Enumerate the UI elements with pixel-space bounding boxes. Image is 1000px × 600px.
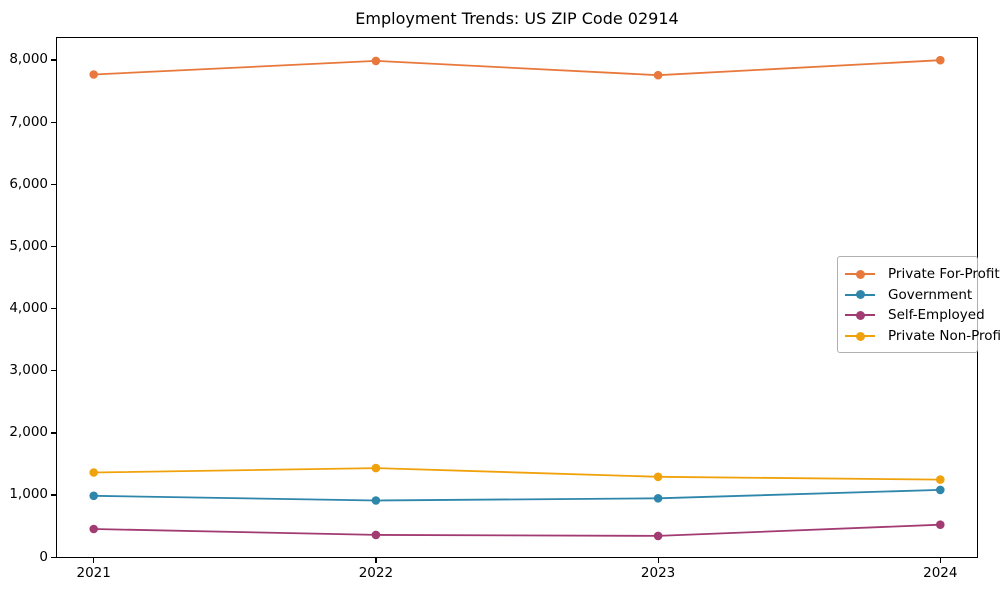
data-point-government: [371, 496, 381, 505]
data-point-government: [89, 491, 98, 501]
series-line-government: [93, 489, 941, 502]
chart-title: Employment Trends: US ZIP Code 02914: [355, 9, 679, 28]
data-point-private-for-profit: [89, 70, 98, 79]
y-axis-tick: [51, 370, 56, 372]
legend-dot-icon: [855, 331, 865, 341]
data-point-self-employed: [89, 524, 98, 534]
series-line-private-non-profit: [93, 467, 941, 481]
data-point-government: [653, 494, 663, 503]
data-point-private-for-profit: [371, 56, 381, 66]
x-axis-tick-label: 2023: [640, 565, 676, 581]
y-axis-tick: [51, 494, 56, 496]
y-axis-tick-label: 0: [39, 548, 48, 565]
legend-dot-icon: [855, 310, 865, 320]
legend-dot-icon: [855, 269, 865, 279]
legend-line-marker-icon: [845, 331, 875, 341]
data-point-private-non-profit: [936, 475, 945, 484]
y-axis-tick: [51, 307, 56, 310]
x-axis-tick-label: 2024: [923, 565, 958, 581]
x-axis-tick: [657, 558, 659, 563]
data-point-self-employed: [936, 520, 945, 529]
y-axis-tick-label: 7,000: [9, 113, 48, 130]
series-line-private-for-profit: [93, 59, 941, 77]
legend-item-government: Government: [845, 285, 973, 306]
data-point-self-employed: [653, 531, 663, 541]
x-axis-tick-label: 2021: [76, 565, 111, 581]
x-axis-tick: [93, 558, 95, 563]
y-axis-tick: [51, 245, 56, 248]
data-point-self-employed: [371, 530, 381, 540]
y-axis-tick-label: 2,000: [9, 424, 48, 441]
x-axis-tick: [939, 558, 942, 563]
y-axis-tick: [51, 556, 56, 558]
legend-item-label: Government: [888, 286, 973, 303]
legend-line-marker-icon: [845, 269, 875, 279]
legend-item-self-employed: Self-Employed: [845, 305, 985, 326]
legend: Private For-Profit Government Self-Employe…: [837, 256, 1000, 354]
legend-item-label: Private For-Profit: [888, 266, 1000, 283]
series-line-self-employed: [93, 523, 941, 537]
y-axis-tick-label: 5,000: [9, 237, 48, 254]
data-point-private-non-profit: [653, 472, 663, 482]
data-point-private-for-profit: [653, 70, 663, 80]
legend-line-marker-icon: [845, 290, 875, 300]
legend-line-marker-icon: [845, 310, 875, 320]
y-axis-tick: [51, 183, 56, 185]
y-axis-tick-label: 3,000: [9, 362, 48, 379]
y-axis-tick: [51, 59, 56, 61]
y-axis-tick-label: 8,000: [9, 51, 48, 68]
legend-item-private-non-profit: Private Non-Profit: [845, 326, 1000, 347]
y-axis-tick-label: 1,000: [9, 486, 48, 503]
legend-dot-icon: [855, 290, 865, 300]
x-axis-tick-label: 2022: [358, 565, 394, 581]
y-axis-tick-label: 6,000: [9, 175, 48, 192]
legend-item-private-for-profit: Private For-Profit: [845, 264, 1000, 285]
legend-item-label: Self-Employed: [888, 307, 985, 324]
data-point-government: [936, 485, 945, 495]
y-axis-tick: [51, 121, 56, 123]
data-point-private-non-profit: [89, 468, 98, 477]
y-axis-tick: [51, 432, 56, 434]
legend-item-label: Private Non-Profit: [888, 328, 1000, 345]
plot-area: [56, 37, 978, 558]
data-point-private-for-profit: [936, 55, 945, 65]
x-axis-tick: [375, 558, 377, 563]
series-plot-canvas: [89, 55, 945, 541]
data-point-private-non-profit: [371, 463, 381, 473]
y-axis-tick-label: 4,000: [9, 299, 48, 316]
